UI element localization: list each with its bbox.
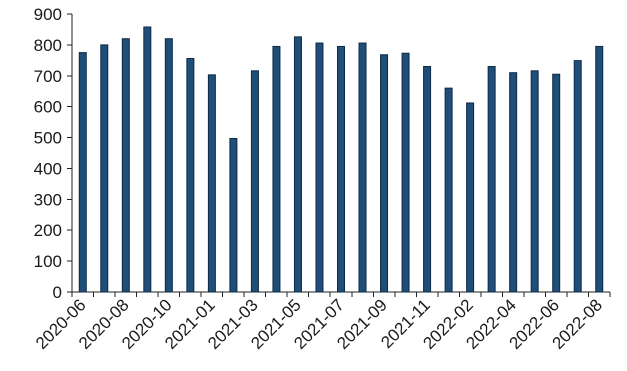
bar [315, 42, 324, 293]
y-tick-label: 0 [53, 283, 62, 302]
bar [207, 74, 216, 293]
bar [337, 45, 345, 293]
bar [78, 52, 87, 293]
bar [121, 38, 130, 293]
bar [552, 73, 561, 293]
bar [401, 52, 410, 293]
bar [573, 60, 582, 293]
bar [358, 42, 367, 293]
bar [100, 44, 109, 293]
y-tick-label: 400 [34, 159, 62, 178]
y-axis: 0 100 200 300 400 500 600 700 800 900 [34, 5, 73, 302]
bar [143, 26, 152, 293]
y-tick-label: 700 [34, 67, 62, 86]
x-axis: 2020-062020-082020-102021-012021-032021-… [32, 291, 611, 353]
y-tick-label: 500 [34, 129, 62, 148]
bar [293, 36, 302, 293]
y-tick-label: 100 [34, 252, 62, 271]
y-tick-label: 200 [34, 221, 62, 240]
bar [530, 70, 539, 293]
y-tick-label: 800 [34, 36, 62, 55]
bar [186, 57, 195, 293]
y-tick-label: 900 [34, 5, 62, 24]
y-tick-label: 300 [34, 190, 62, 209]
bar [444, 87, 453, 293]
bar [380, 54, 389, 293]
bar [272, 45, 281, 293]
bar [487, 66, 496, 293]
bar [250, 70, 259, 293]
bar [466, 102, 475, 293]
bar [595, 45, 604, 293]
bar-series [78, 26, 604, 293]
bar [229, 137, 238, 293]
bar [164, 38, 173, 293]
bar [423, 66, 432, 293]
bar [509, 72, 518, 293]
y-tick-label: 600 [34, 98, 62, 117]
